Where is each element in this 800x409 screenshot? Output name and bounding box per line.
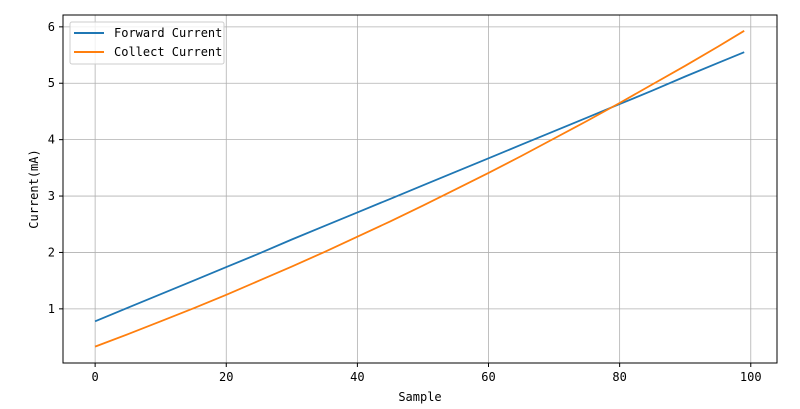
grid (63, 15, 777, 363)
series-lines (94, 30, 745, 348)
plot-frame (62, 14, 778, 364)
x-tick-label: 20 (219, 370, 233, 384)
series-line-collect-current (94, 30, 745, 348)
legend-box (69, 21, 225, 65)
x-tick-label: 60 (481, 370, 495, 384)
legend-label-forward: Forward Current (114, 26, 222, 40)
x-tick-label: 40 (350, 370, 364, 384)
legend: Forward Current Collect Current (69, 21, 225, 65)
legend-label-collect: Collect Current (114, 45, 222, 59)
x-tick-label: 100 (740, 370, 762, 384)
y-tick-label: 1 (48, 302, 55, 316)
y-axis: 1 2 3 4 5 6 (48, 20, 63, 316)
x-tick-label: 80 (612, 370, 626, 384)
y-tick-label: 2 (48, 245, 55, 259)
x-axis-label: Sample (398, 390, 441, 404)
y-tick-label: 4 (48, 133, 55, 147)
y-tick-label: 3 (48, 189, 55, 203)
y-axis-label: Current(mA) (27, 149, 41, 228)
y-tick-label: 5 (48, 76, 55, 90)
x-tick-label: 0 (92, 370, 99, 384)
series-line-forward-current (94, 51, 745, 323)
y-tick-label: 6 (48, 20, 55, 34)
x-axis: 0 20 40 60 80 100 (92, 363, 762, 384)
